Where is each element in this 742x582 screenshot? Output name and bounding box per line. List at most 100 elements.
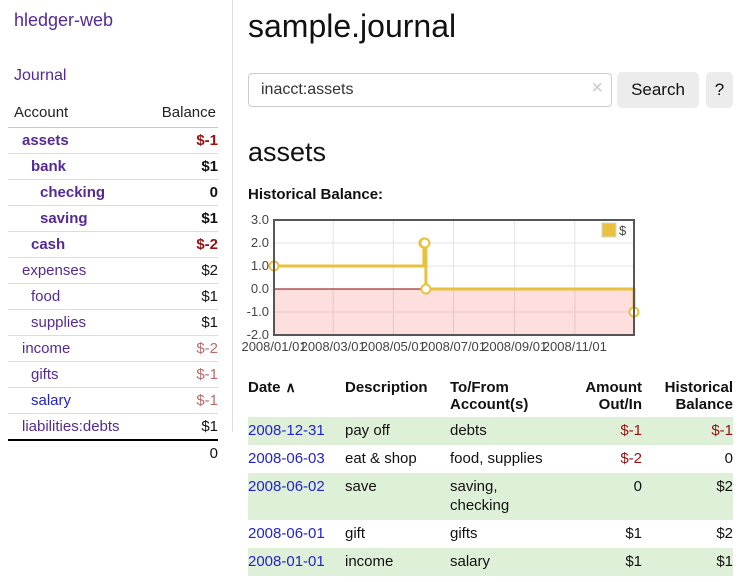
account-row: liabilities:debts $1 [8,414,218,441]
account-balance: $-2 [142,335,218,362]
column-header-balance: Historical Balance [664,379,733,413]
account-row: saving $1 [8,205,218,232]
sidebar: hledger-web Journal Account Balance asse… [0,0,233,466]
x-axis-tick-label: 2008/03/01 [301,339,366,354]
transaction-balance: 0 [724,450,733,467]
y-axis-tick-label: -2.0 [247,327,269,342]
account-balance: $1 [142,309,218,336]
transaction-description: pay off [345,422,390,439]
transaction-accounts: debts [450,422,487,439]
transaction-row: 2008-01-01 income salary $1 $1 [248,548,733,576]
transaction-description: income [345,553,394,570]
account-link[interactable]: gifts [31,366,59,383]
account-link[interactable]: supplies [31,314,87,331]
y-axis-tick-label: 3.0 [251,212,269,227]
help-button[interactable]: ? [706,72,733,108]
transaction-amount: $1 [625,553,642,570]
transaction-balance: $2 [716,478,733,495]
transaction-row: 2008-06-01 gift gifts $1 $2 [248,520,733,548]
sidebar-item-journal[interactable]: Journal [14,67,67,84]
account-row: salary $-1 [8,387,218,414]
transaction-accounts: food, supplies [450,450,543,467]
transaction-amount: $1 [625,525,642,542]
transaction-date-link[interactable]: 2008-01-01 [248,553,325,570]
account-balance: $1 [201,418,218,435]
account-link[interactable]: bank [31,158,67,175]
y-axis-tick-label: 1.0 [251,258,269,273]
accounts-header-account: Account [8,101,143,128]
main-content: sample.journal × Search ? assets Histori… [241,0,742,576]
account-link[interactable]: saving [40,210,88,227]
y-axis-tick-label: 0.0 [251,281,269,296]
accounts-table: Account Balance assets $-1 bank $1 check… [8,101,218,466]
transaction-date-link[interactable]: 2008-06-03 [248,450,325,467]
transaction-balance: $-1 [711,422,733,439]
account-row: expenses $2 [8,257,218,284]
y-axis-tick-label: -1.0 [247,304,269,319]
clear-search-icon[interactable]: × [591,77,603,99]
transaction-balance: $2 [716,525,733,542]
account-balance: $1 [142,283,218,310]
account-row: food $1 [8,283,218,310]
search-input[interactable] [248,73,612,107]
x-axis-tick-label: 2008/01/01 [241,339,306,354]
account-row: bank $1 [8,153,218,180]
account-heading: assets [248,137,327,167]
search-button[interactable]: Search [617,72,699,108]
account-row: supplies $1 [8,309,218,336]
column-header-description: Description [345,379,428,396]
historical-balance-chart: $3.0 2.0 1.0 0.0 -1.0 -2.0 2008/01/01 2008/03/0… [241,212,742,363]
transaction-balance: $1 [716,553,733,570]
account-row: cash $-2 [8,231,218,258]
account-link[interactable]: income [22,340,71,357]
account-link[interactable]: assets [22,132,69,149]
x-axis-tick-label: 2008/05/01 [361,339,426,354]
account-link[interactable]: cash [31,236,66,253]
y-axis-tick-label: 2.0 [251,235,269,250]
account-balance: $1 [142,205,218,232]
account-balance: $-1 [142,127,218,154]
chart-canvas: $3.0 2.0 1.0 0.0 -1.0 -2.02008/01/012008/03/0… [241,212,640,354]
search-form: × Search ? [248,72,742,108]
transaction-row: 2008-06-03 eat & shop food, supplies $-2… [248,445,733,473]
account-balance: $-1 [142,361,218,388]
account-balance: $1 [142,153,218,180]
account-row: gifts $-1 [8,361,218,388]
transaction-description: gift [345,525,366,542]
transaction-date-link[interactable]: 2008-06-01 [248,525,325,542]
x-axis-tick-label: 2008/11/01 [543,339,607,354]
legend-label: $ [619,223,627,238]
column-header-amount: Amount Out/In [585,379,642,413]
account-row: income $-2 [8,335,218,362]
x-axis-tick-label: 2008/09/01 [482,339,547,354]
account-link[interactable]: food [31,288,61,305]
legend-swatch [601,222,617,238]
transaction-row: 2008-12-31 pay off debts $-1 $-1 [248,417,733,445]
transaction-amount: $-2 [620,450,642,467]
transaction-date-link[interactable]: 2008-06-02 [248,478,325,495]
x-axis-tick-label: 2008/07/01 [421,339,486,354]
account-link[interactable]: checking [40,184,106,201]
transaction-accounts: gifts [450,525,478,542]
transaction-date-link[interactable]: 2008-12-31 [248,422,325,439]
transaction-amount: 0 [633,478,642,495]
app-brand-link[interactable]: hledger-web [14,10,114,30]
transaction-amount: $-1 [620,422,642,439]
column-header-date[interactable]: Date ∧ [248,379,296,396]
account-link[interactable]: salary [31,392,72,409]
account-row: checking 0 [8,179,218,206]
account-row: assets $-1 [8,127,218,154]
register-table: Date ∧ Description To/From Account(s) Amo… [248,377,733,576]
account-link[interactable]: expenses [22,262,87,279]
account-link[interactable]: liabilities:debts [22,418,120,435]
column-header-accounts: To/From Account(s) [450,379,529,413]
chart-title: Historical Balance: [248,186,384,203]
accounts-total-row: 0 [8,439,218,466]
transaction-accounts: salary [450,553,491,570]
page-title: sample.journal [248,8,457,44]
account-balance: 0 [142,179,218,206]
transaction-description: eat & shop [345,450,417,467]
account-balance: $2 [142,257,218,284]
account-balance: $-1 [142,387,218,414]
transaction-row: 2008-06-02 save saving, checking 0 $2 [248,473,733,520]
